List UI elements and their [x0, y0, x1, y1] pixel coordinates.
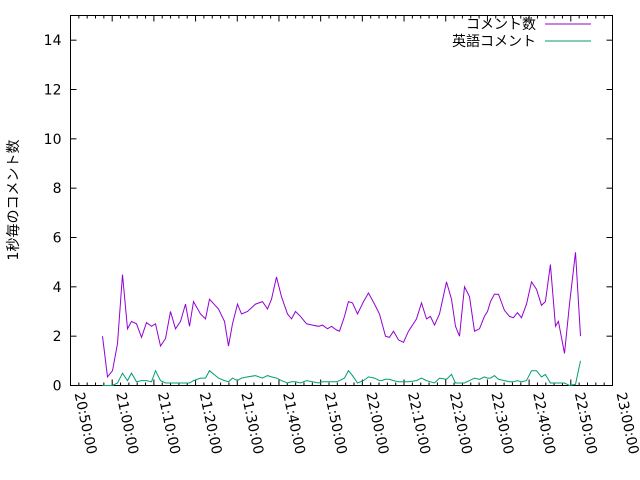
y-tick-label: 4 [53, 280, 62, 296]
x-tick-label: 21:10:00 [154, 391, 183, 456]
x-tick-label: 21:40:00 [279, 391, 308, 456]
series-line-0 [102, 252, 581, 379]
x-tick-label: 22:40:00 [529, 391, 558, 456]
plot-frame [70, 15, 613, 386]
y-tick-label: 12 [44, 83, 62, 99]
x-tick-label: 21:30:00 [237, 391, 266, 456]
x-tick-label: 22:50:00 [571, 391, 600, 456]
y-tick-label: 14 [44, 33, 62, 49]
y-tick-label: 0 [53, 379, 62, 395]
x-tick-label: 22:20:00 [446, 391, 475, 456]
x-tick-label: 22:10:00 [404, 391, 433, 456]
x-tick-label: 21:00:00 [112, 391, 141, 456]
x-tick-label: 22:00:00 [362, 391, 391, 456]
series-line-1 [102, 360, 581, 387]
x-tick-label: 23:00:00 [613, 391, 640, 456]
x-tick-label: 20:50:00 [71, 391, 100, 456]
y-tick-label: 6 [53, 231, 62, 247]
x-tick-label: 21:50:00 [321, 391, 350, 456]
x-tick-label: 22:30:00 [488, 391, 517, 456]
y-tick-label: 8 [53, 181, 62, 197]
legend-label: 英語コメント [452, 33, 536, 50]
legend-label: コメント数 [466, 17, 536, 33]
y-axis-label: 1秒毎のコメント数 [6, 140, 22, 261]
y-tick-label: 10 [44, 132, 62, 148]
y-tick-label: 2 [53, 329, 62, 345]
x-tick-label: 21:20:00 [196, 391, 225, 456]
